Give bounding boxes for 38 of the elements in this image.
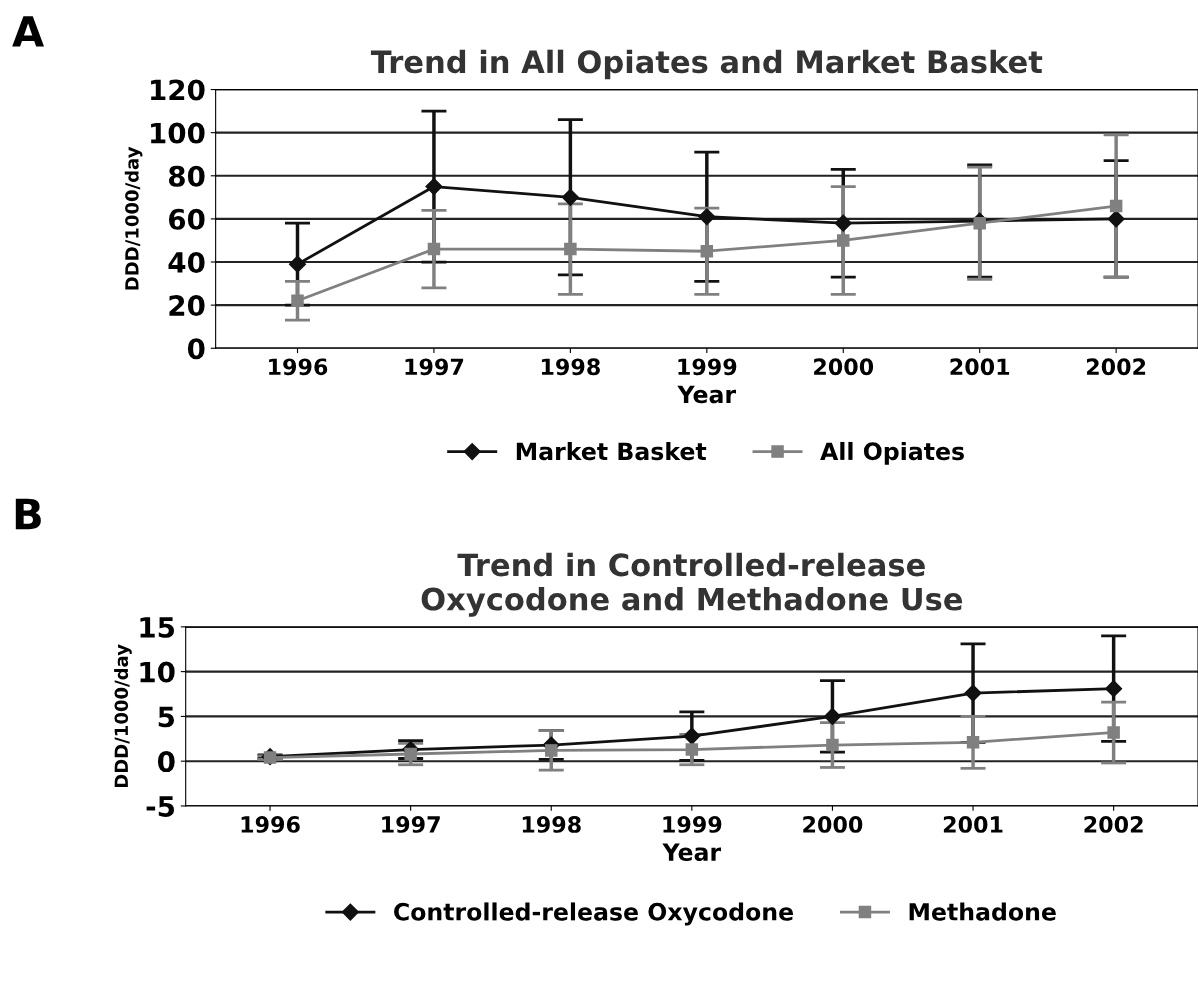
legend-label: Controlled-release Oxycodone [394, 902, 793, 926]
x-tick-label: 1999 [663, 816, 722, 833]
chart-title: Trend in All Opiates and Market Basket [370, 49, 1043, 80]
x-axis-title: Year [677, 385, 737, 404]
y-tick-label: 120 [151, 79, 205, 101]
y-tick-label: 40 [168, 251, 205, 273]
y-tick-label: 100 [151, 122, 205, 144]
x-tick-label: 2001 [943, 816, 1003, 833]
x-tick-label: 2000 [803, 816, 863, 833]
y-tick-label: 15 [140, 617, 175, 638]
x-tick-label: 1996 [269, 358, 328, 376]
y-axis-title: DDD/1000/day [124, 146, 143, 290]
y-tick-label: 0 [157, 751, 175, 773]
text: A [12, 16, 45, 47]
x-tick-label: 2001 [950, 358, 1010, 376]
y-tick-label: 20 [169, 295, 205, 317]
y-tick-label: 0 [187, 338, 205, 360]
x-tick-label: 1996 [241, 816, 300, 833]
legend-label: Market Basket [516, 441, 707, 461]
y-tick-label: 60 [168, 208, 205, 230]
y-axis-title: DDD/1000/day [114, 644, 132, 788]
x-tick-label: 2002 [1084, 816, 1143, 833]
y-tick-label: 5 [158, 706, 175, 728]
y-tick-label: -5 [146, 796, 175, 817]
chart-title: Trend in Controlled-release Oxycodone and Methadone Use [421, 552, 963, 617]
x-tick-label: 2002 [1086, 358, 1146, 376]
y-tick-label: 10 [140, 661, 175, 683]
x-tick-label: 1998 [522, 816, 581, 833]
text: B [15, 498, 41, 530]
x-tick-label: 1999 [678, 358, 737, 376]
y-tick-label: 80 [168, 165, 205, 187]
x-tick-label: 2000 [814, 358, 874, 376]
x-tick-label: 1997 [405, 358, 464, 376]
x-axis-title: Year [662, 843, 722, 862]
x-tick-label: 1997 [382, 816, 440, 833]
legend-label: All Opiates [820, 441, 964, 465]
legend-label: Methadone [909, 902, 1056, 921]
x-tick-label: 1998 [541, 358, 600, 376]
